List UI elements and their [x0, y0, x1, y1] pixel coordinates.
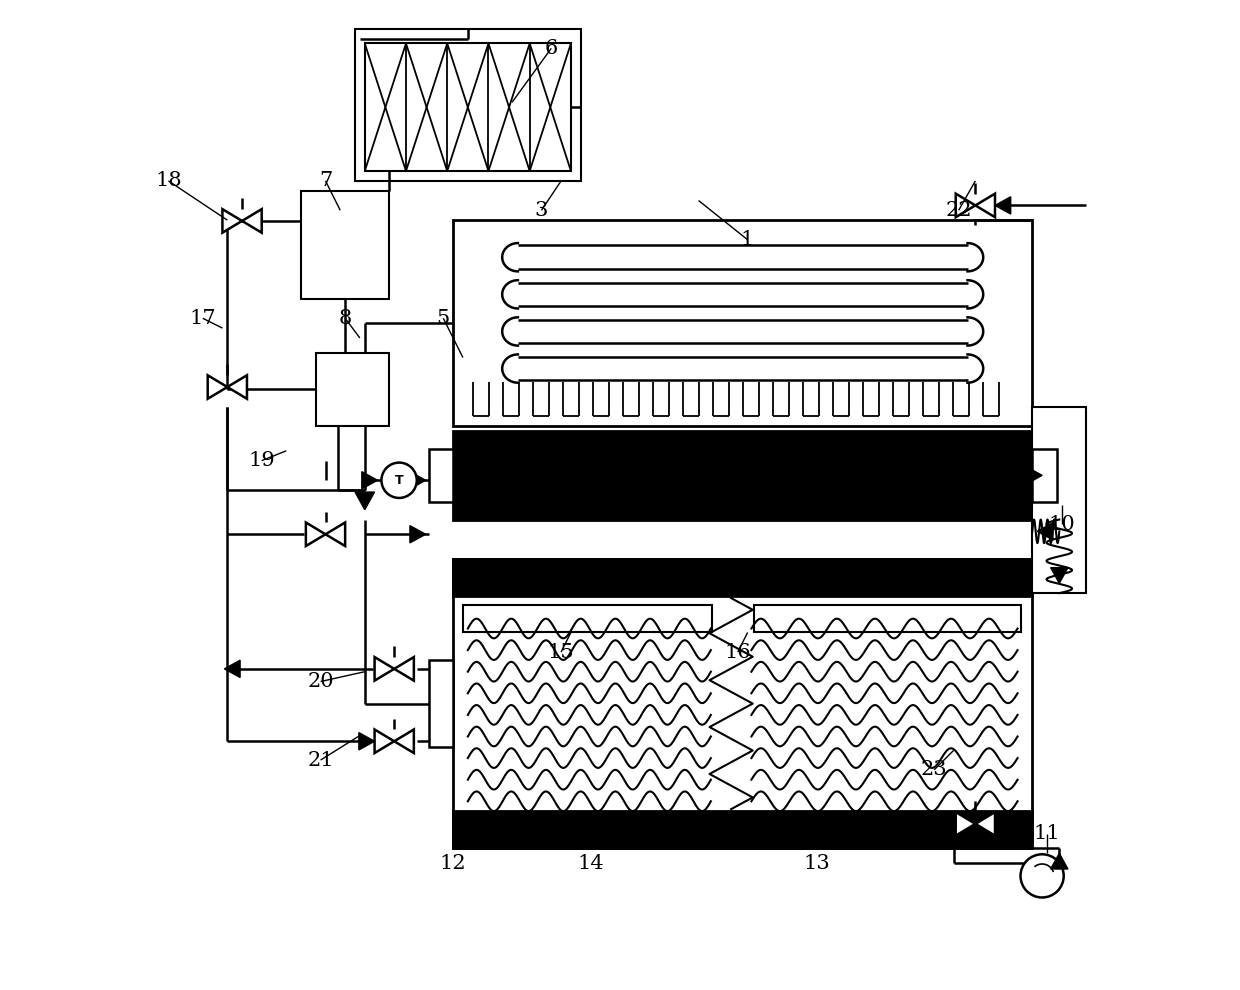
Bar: [301, 191, 389, 299]
Bar: [1032, 407, 1086, 593]
Bar: [453, 558, 1032, 848]
Polygon shape: [207, 375, 227, 399]
Text: 12: 12: [440, 853, 466, 872]
Text: 9: 9: [913, 505, 926, 524]
Polygon shape: [410, 526, 425, 543]
Polygon shape: [222, 209, 242, 233]
Bar: [1032, 448, 1056, 502]
Polygon shape: [976, 812, 994, 836]
Text: 1: 1: [742, 231, 754, 249]
Text: 2: 2: [732, 824, 744, 843]
Polygon shape: [1050, 853, 1068, 869]
Text: 20: 20: [308, 672, 334, 691]
Polygon shape: [410, 471, 425, 489]
Polygon shape: [227, 375, 247, 399]
Bar: [453, 811, 1032, 848]
Polygon shape: [956, 194, 976, 217]
Circle shape: [382, 462, 417, 498]
Polygon shape: [355, 492, 374, 510]
Text: 15: 15: [548, 643, 574, 661]
Text: 10: 10: [1048, 515, 1075, 534]
Polygon shape: [242, 209, 262, 233]
Bar: [355, 29, 580, 181]
Bar: [316, 352, 389, 427]
Text: 7: 7: [319, 171, 332, 190]
Text: 21: 21: [308, 750, 334, 769]
Text: 16: 16: [724, 643, 751, 661]
Bar: [453, 558, 1032, 596]
Bar: [754, 605, 1021, 633]
Bar: [453, 220, 1032, 427]
Text: T: T: [394, 474, 403, 487]
Text: 19: 19: [248, 451, 275, 470]
Text: 14: 14: [578, 853, 604, 872]
Bar: [463, 605, 712, 633]
Polygon shape: [306, 523, 325, 546]
Text: 22: 22: [945, 201, 972, 220]
Polygon shape: [994, 197, 1011, 214]
Polygon shape: [976, 194, 994, 217]
Polygon shape: [374, 730, 394, 753]
Polygon shape: [325, 523, 345, 546]
Text: 6: 6: [544, 39, 558, 57]
Text: 23: 23: [921, 760, 947, 779]
Text: 17: 17: [190, 309, 216, 328]
Polygon shape: [956, 812, 976, 836]
Text: 8: 8: [339, 309, 352, 328]
Bar: [429, 660, 453, 747]
Text: 11: 11: [1034, 824, 1060, 843]
Polygon shape: [1050, 567, 1068, 583]
Polygon shape: [224, 660, 241, 677]
Polygon shape: [394, 730, 414, 753]
Text: 13: 13: [804, 853, 830, 872]
Text: 5: 5: [436, 309, 450, 328]
Polygon shape: [374, 657, 394, 681]
Text: 18: 18: [155, 171, 182, 190]
Circle shape: [1021, 854, 1064, 898]
Polygon shape: [362, 471, 377, 489]
Polygon shape: [358, 733, 374, 749]
Polygon shape: [394, 657, 414, 681]
Bar: [453, 432, 1032, 520]
Text: 3: 3: [534, 201, 548, 220]
Polygon shape: [1037, 523, 1053, 540]
Polygon shape: [994, 815, 1009, 833]
Bar: [429, 448, 453, 502]
Text: 4: 4: [672, 495, 686, 515]
Bar: [365, 44, 570, 171]
Polygon shape: [1027, 466, 1042, 484]
